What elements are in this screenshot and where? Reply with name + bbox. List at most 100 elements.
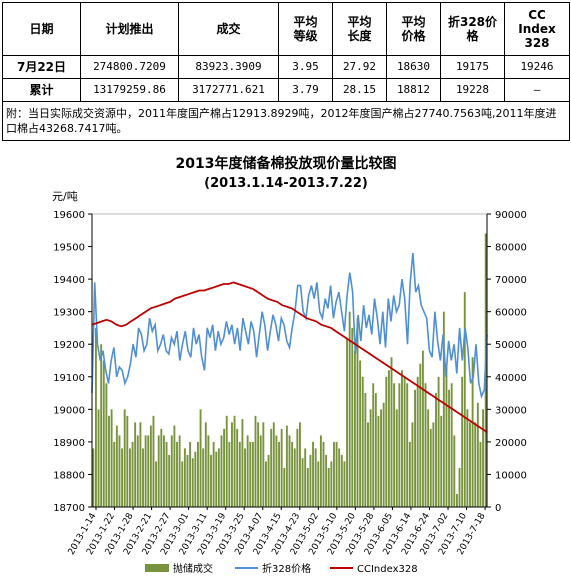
volume-bar [128,448,131,507]
volume-bar [249,441,252,507]
volume-bar [463,292,466,507]
volume-bar [455,493,458,507]
y-tick-label-left: 19300 [53,308,85,319]
header-328-price: 折328价 格 [440,2,505,56]
volume-bar [432,422,435,507]
volume-bar [275,435,278,507]
volume-bar [265,461,267,507]
volume-bar [244,448,246,507]
volume-bar [333,441,335,507]
y-tick-label-left: 19600 [53,210,85,221]
volume-bar [126,415,129,507]
volume-bar [401,370,403,507]
table-cell: 18812 [386,78,441,102]
volume-bar [257,422,260,507]
volume-bar [356,318,359,507]
y-tick-label-right: 60000 [495,308,527,319]
volume-bar [155,461,158,507]
volume-bar [207,435,210,507]
volume-bar [372,383,375,507]
volume-bar [246,435,249,507]
volume-bar [374,393,377,507]
volume-bar [118,435,121,507]
volume-bar [450,383,453,507]
volume-bar [429,428,432,507]
header-avg-grade: 平均 等级 [278,2,333,56]
volume-bar [168,454,171,507]
volume-bar [92,448,95,507]
volume-bar [382,402,385,507]
volume-bar [189,441,192,507]
volume-bar [395,409,398,507]
volume-bar [348,311,351,507]
table-row: 累计 13179259.86 3172771.621 3.79 28.15 18… [2,78,570,102]
table-cell: 19246 [504,55,570,79]
volume-bar [136,435,139,507]
legend-label-price: 折328价格 [262,562,311,575]
volume-bar [301,458,304,507]
volume-bar [445,363,448,507]
volume-bar [343,461,346,507]
volume-bar [270,428,273,507]
volume-bar [482,409,485,507]
volume-bar [131,441,134,507]
header-avg-length: 平均 长度 [332,2,387,56]
y-tick-label-right: 10000 [495,470,527,481]
volume-bar [442,311,445,507]
volume-bar [416,376,419,507]
table-cell: 19175 [440,55,505,79]
volume-bar [241,419,244,507]
volume-bar [369,409,372,507]
volume-bar [424,383,427,507]
volume-bar [285,425,288,507]
volume-bar [236,428,239,507]
volume-bar [254,415,257,507]
volume-bar [197,441,199,507]
volume-bar [233,415,236,507]
y-tick-label-left: 19500 [53,243,85,254]
volume-bar [364,393,367,507]
legend-label-volume: 抛储成交 [173,562,213,575]
volume-bar [170,435,173,507]
volume-bar [100,344,103,507]
table-cell: 累计 [2,78,81,102]
volume-bar [466,409,469,507]
volume-bar [427,409,430,507]
volume-bar [217,448,220,507]
volume-bar [458,467,461,507]
header-cc-index: CC Index 328 [504,2,570,56]
volume-bar [353,350,356,507]
volume-bar [278,441,280,507]
volume-bar [387,370,390,507]
volume-bars [92,233,487,507]
volume-bar [398,383,401,507]
volume-bar [157,435,160,507]
y-tick-label-left: 19200 [53,340,85,351]
volume-bar [280,428,283,507]
volume-bar [346,337,348,507]
volume-bar [314,448,317,507]
table-row: 7月22日 274800.7209 83923.3909 3.95 27.92 … [2,55,570,79]
y-tick-label-right: 20000 [495,438,527,449]
volume-bar [181,461,184,507]
volume-bar [322,441,325,507]
volume-bar [110,409,113,507]
table-cell: 7月22日 [2,55,81,79]
volume-bar [212,441,215,507]
chart-subtitle: (2013.1.14-2013.7.22) [204,176,368,191]
header-planned: 计划推出 [80,2,179,56]
volume-bar [231,422,233,507]
volume-bar [97,409,100,507]
table-cell: 3.95 [278,55,333,79]
y-tick-label-left: 19000 [53,405,85,416]
volume-bar [173,425,176,507]
volume-bar [291,441,294,507]
volume-bar [283,467,286,507]
volume-bar [194,451,197,507]
volume-bar [238,441,241,507]
volume-bar [272,422,275,507]
y-tick-label-left: 19100 [53,373,85,384]
volume-bar [115,425,118,507]
table-cell: 274800.7209 [80,55,179,79]
volume-bar [377,415,380,507]
